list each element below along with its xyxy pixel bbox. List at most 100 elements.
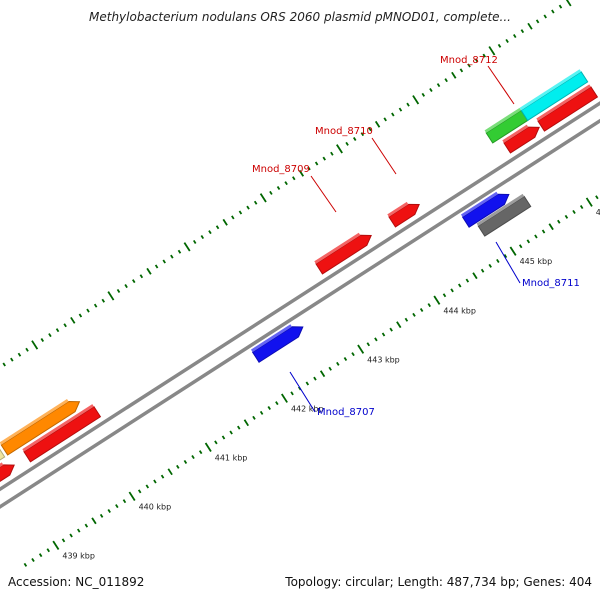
scale-tick [450, 288, 454, 293]
scale-tick [585, 197, 593, 207]
scale-tick [128, 491, 136, 501]
scale-tick [107, 508, 111, 513]
scale-tick [99, 513, 104, 518]
topology-summary: Topology: circular; Length: 487,734 bp; … [285, 575, 592, 589]
scale-tick [284, 181, 288, 186]
gene-mnod-8710-body [388, 203, 420, 228]
scale-tick [520, 29, 525, 34]
leader-line-3 [495, 241, 521, 284]
scale-tick [351, 352, 355, 357]
scale-tick [488, 263, 492, 268]
scale-tick [518, 244, 523, 249]
scale-tick [69, 533, 73, 538]
scale-label-445: 445 kbp [520, 257, 553, 266]
scale-tick [160, 474, 165, 479]
gene-red-left-lower-body [0, 464, 15, 482]
scale-tick [267, 406, 271, 411]
scale-tick [305, 381, 310, 386]
scale-tick [214, 440, 218, 445]
scale-tick [298, 169, 305, 177]
scale-tick [252, 415, 256, 420]
scale-tick [330, 151, 334, 156]
scale-tick [513, 34, 517, 39]
scale-tick [48, 333, 52, 338]
scale-tick [467, 63, 471, 68]
scale-tick [93, 303, 98, 308]
scale-tick [177, 249, 182, 254]
scale-tick [208, 230, 212, 235]
gene-mnod-8707-body [251, 326, 304, 363]
scale-tick [146, 267, 152, 275]
gene-label-1: Mnod_8710 [315, 126, 373, 137]
scale-tick [488, 46, 496, 56]
scale-tick [281, 393, 288, 403]
scale-tick [314, 161, 319, 166]
gene-label-2: Mnod_8709 [252, 164, 310, 175]
scale-tick [398, 107, 403, 112]
scale-tick [70, 316, 76, 324]
gene-labels: Mnod_8712 Mnod_8710 Mnod_8709 Mnod_8711 Mnod… [252, 55, 580, 418]
scale-tick [259, 193, 267, 203]
scale-tick [290, 391, 294, 396]
scale-tick [78, 313, 83, 318]
scale-tick [200, 235, 205, 240]
gene-label-0: Mnod_8712 [440, 55, 498, 66]
scale-tick [558, 4, 563, 9]
scale-tick [292, 176, 296, 181]
scale-tick [307, 166, 311, 171]
scale-tick [204, 442, 212, 452]
scale-tick [25, 347, 29, 352]
gene-label-4: Mnod_8707 [317, 407, 375, 418]
gene-mnod-8709-body [315, 234, 372, 275]
scale-tick [565, 0, 572, 7]
scale-tick [419, 307, 424, 312]
gene-mnod-8709 [314, 232, 372, 275]
scale-tick [451, 71, 457, 79]
scale-tick [17, 352, 22, 357]
scale-tick [396, 321, 402, 329]
scale-tick [496, 258, 500, 263]
scale-tick [391, 112, 395, 117]
scale-tick [38, 553, 43, 558]
gene-mnod-8711-highlight [460, 191, 499, 218]
leader-line-1 [371, 137, 397, 175]
scale-tick [86, 308, 90, 313]
scale-tick [412, 312, 416, 317]
scale-tick [579, 205, 584, 210]
scale-tick [433, 295, 441, 305]
scale-tick [183, 242, 191, 252]
scale-tick [183, 459, 188, 464]
scale-tick [162, 259, 166, 264]
scale-tick [198, 450, 203, 455]
gene-red-right-upper-highlight [536, 84, 591, 122]
gene-cyan-highlight [519, 69, 582, 111]
scale-tick [412, 95, 420, 105]
scale-tick [221, 435, 226, 440]
scale-label-446: 446 kbp [596, 208, 600, 217]
scale-tick [343, 357, 348, 362]
gene-red-left-lower-highlight [0, 462, 4, 468]
scale-tick [509, 246, 517, 256]
scale-tick [139, 274, 144, 279]
scale-tick [167, 468, 173, 476]
scale-tick [276, 186, 281, 191]
gene-mnod-8711 [460, 191, 510, 228]
scale-label-442: 442 kbp [291, 404, 324, 413]
leader-line-4 [289, 371, 316, 413]
gene-cyan [519, 69, 589, 122]
scale-tick [503, 254, 508, 259]
scale-tick [543, 14, 547, 19]
scale-tick [229, 430, 233, 435]
scale-tick [465, 278, 470, 283]
scale-tick [192, 239, 197, 244]
gene-orange [0, 399, 81, 456]
scale-tick [551, 9, 555, 14]
scale-tick [595, 195, 599, 200]
scale-tick [360, 132, 365, 137]
scale-tick [137, 489, 142, 494]
gene-orange-highlight [0, 399, 69, 445]
scale-tick [84, 523, 89, 528]
scale-tick [61, 538, 66, 543]
scale-tick [237, 425, 241, 430]
